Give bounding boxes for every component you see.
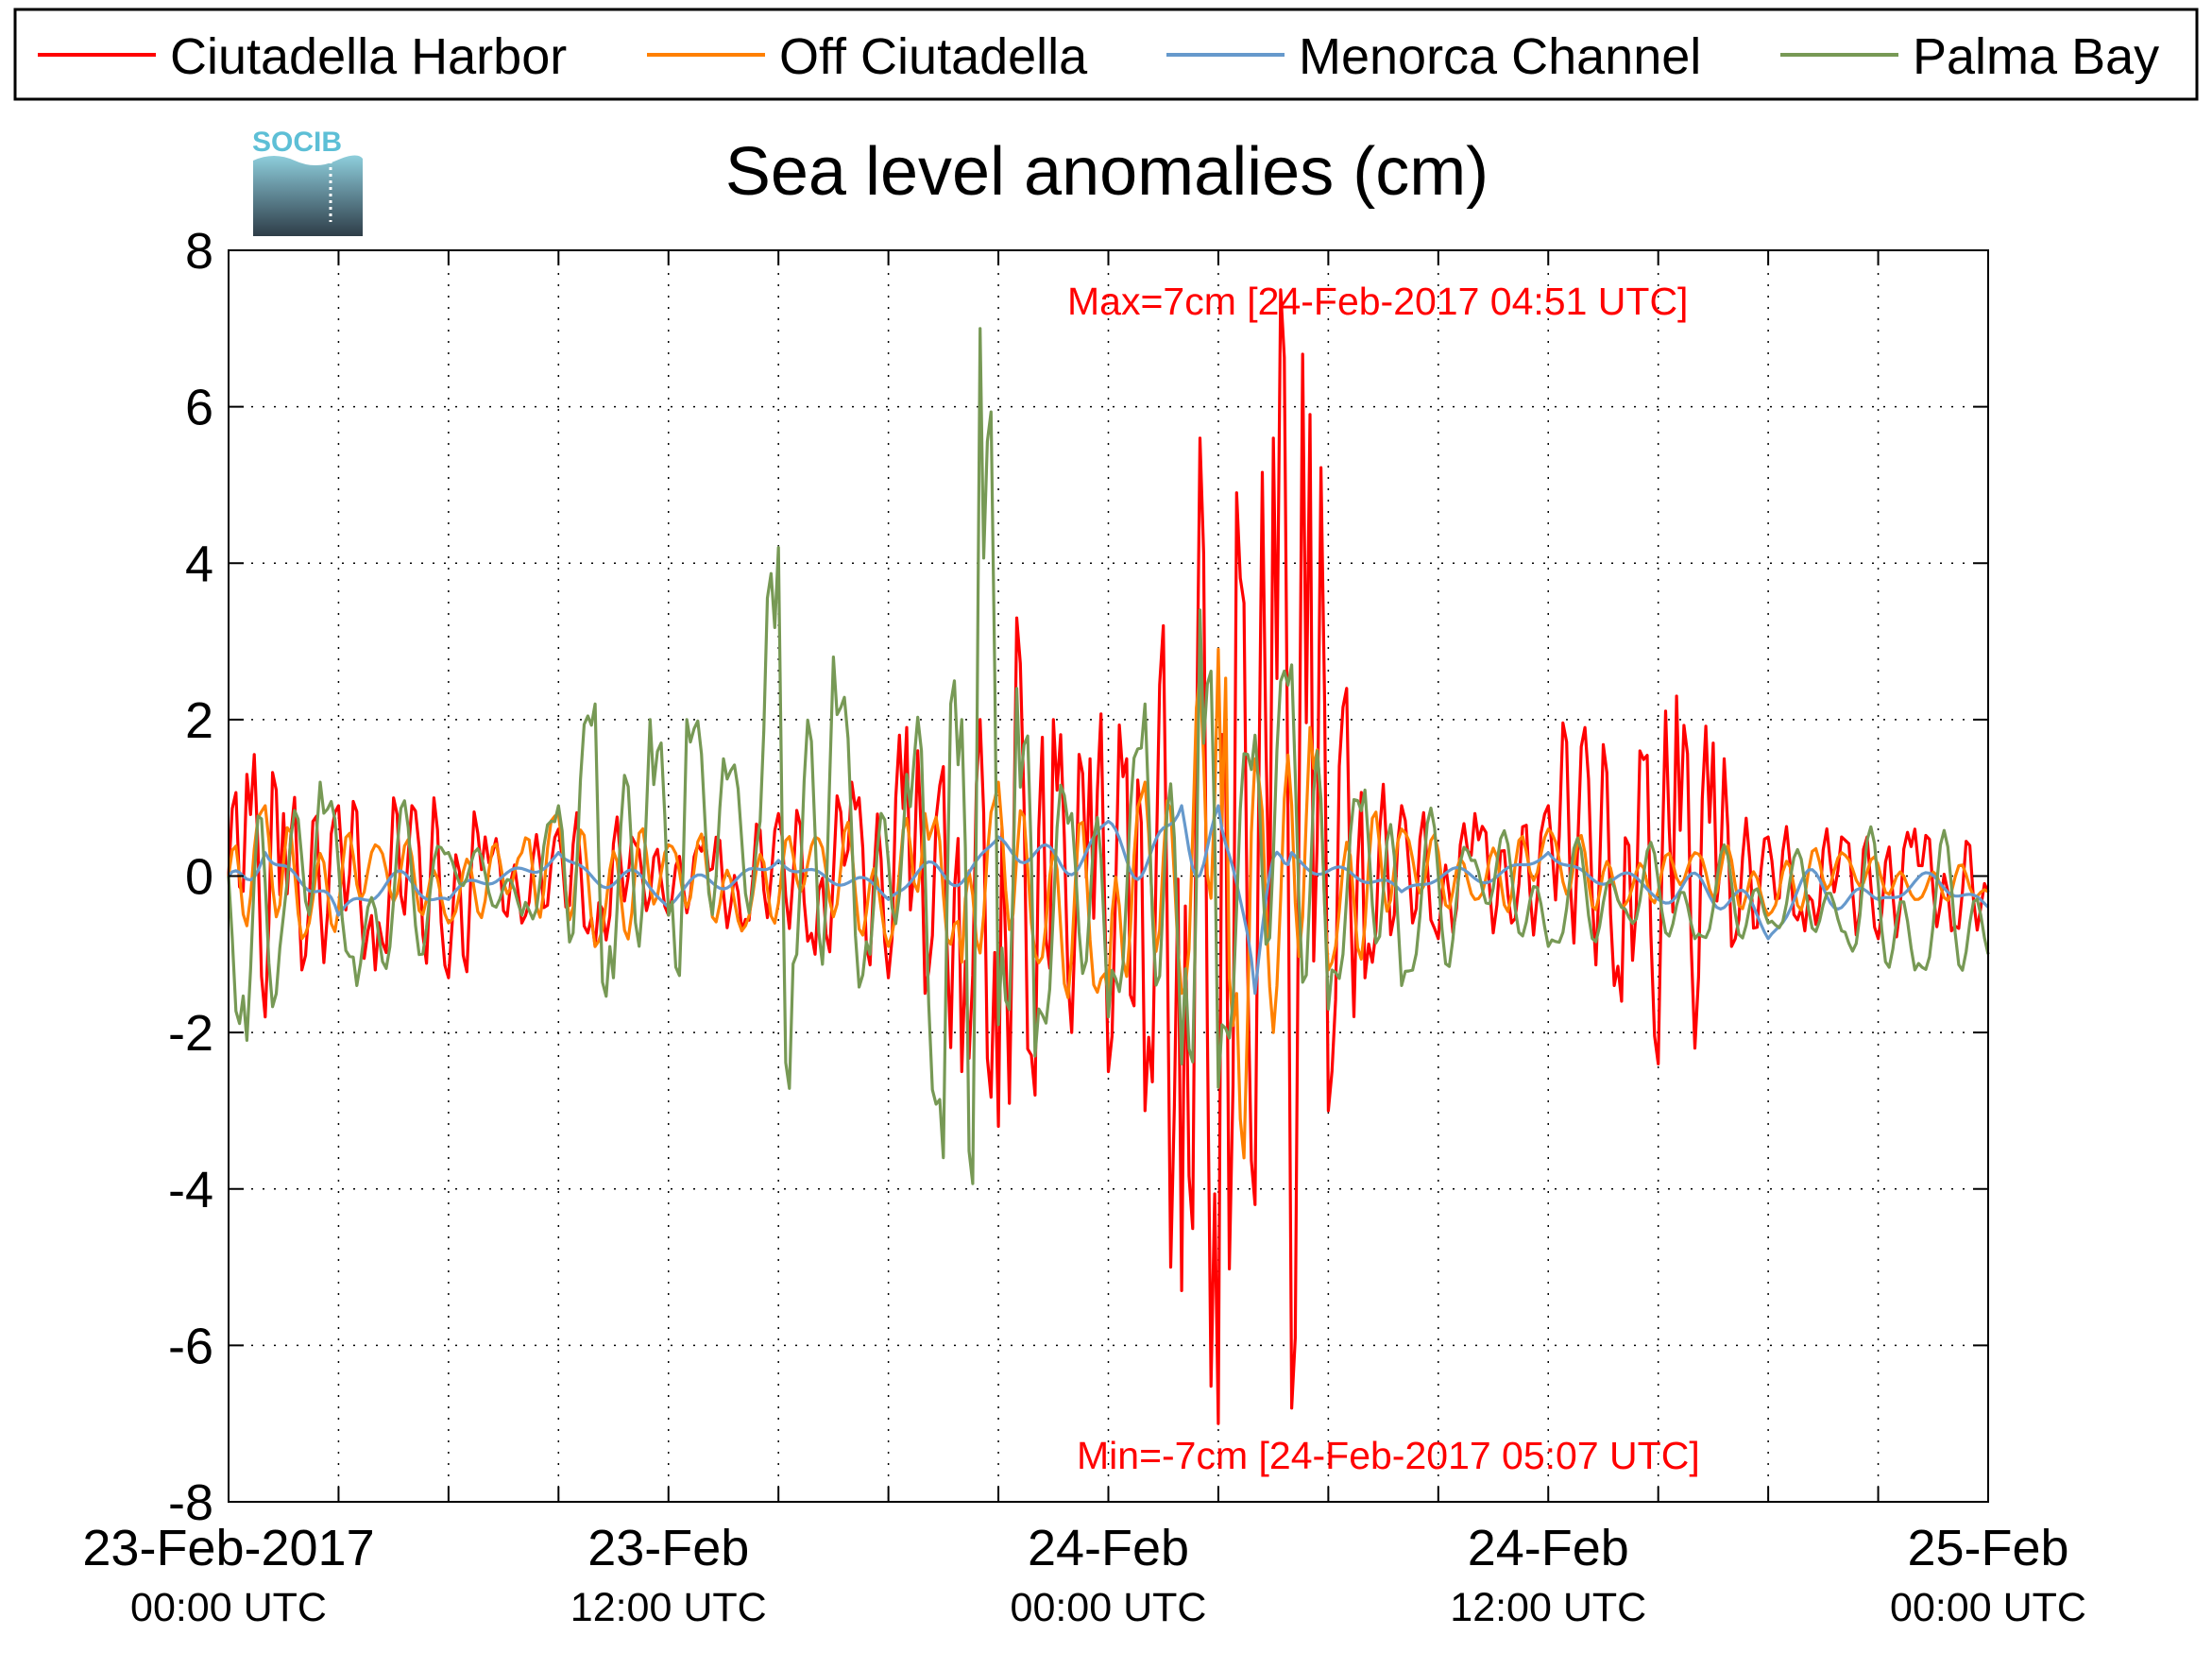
- series-line-menorca-channel: [227, 804, 1990, 996]
- logo-wave: [253, 155, 363, 236]
- x-tick-label-date: 24-Feb: [1468, 1520, 1629, 1576]
- legend: Ciutadella Harbor Off Ciutadella Menorca…: [13, 8, 2199, 101]
- x-tick-label-time: 00:00 UTC: [1011, 1585, 1207, 1630]
- legend-label-ciutadella-harbor: Ciutadella Harbor: [170, 28, 567, 85]
- chart-title: Sea level anomalies (cm): [725, 134, 1489, 210]
- x-tick-labels: 23-Feb-2017 00:00 UTC 23-Feb 12:00 UTC 24-Fe…: [82, 1520, 2086, 1630]
- plot-area: [229, 250, 1988, 1502]
- y-tick-label: 2: [185, 692, 213, 749]
- y-tick-label: 8: [185, 223, 213, 280]
- x-tick-label-time: 12:00 UTC: [570, 1585, 767, 1630]
- y-tick-labels: 8 6 4 2 0 -2 -4 -6 -8: [168, 223, 213, 1531]
- y-tick-label: -6: [168, 1318, 213, 1374]
- series-line-ciutadella-harbor: [227, 288, 1990, 1425]
- x-tick-label-time: 00:00 UTC: [1890, 1585, 2086, 1630]
- max-annotation: Max=7cm [24-Feb-2017 04:51 UTC]: [1067, 280, 1688, 323]
- y-tick-label: 4: [185, 536, 213, 592]
- x-tick-label-time: 00:00 UTC: [130, 1585, 327, 1630]
- y-tick-label: 6: [185, 380, 213, 436]
- x-tick-label-time: 12:00 UTC: [1450, 1585, 1646, 1630]
- x-tick-label-date: 25-Feb: [1907, 1520, 2068, 1576]
- logo-text: SOCIB: [252, 127, 342, 158]
- legend-label-menorca-channel: Menorca Channel: [1299, 28, 1701, 85]
- y-tick-label: -8: [168, 1474, 213, 1531]
- legend-label-palma-bay: Palma Bay: [1913, 28, 2159, 85]
- y-tick-label: -4: [168, 1162, 213, 1218]
- x-tick-label-date: 23-Feb-2017: [82, 1520, 374, 1576]
- y-tick-label: 0: [185, 849, 213, 906]
- series-line-palma-bay: [227, 327, 1990, 1185]
- socib-logo: SOCIB: [252, 127, 363, 236]
- y-tick-label: -2: [168, 1005, 213, 1062]
- ticks: [228, 249, 1989, 1503]
- series-layer: [227, 288, 1990, 1425]
- legend-label-off-ciutadella: Off Ciutadella: [779, 28, 1088, 85]
- x-tick-label-date: 23-Feb: [587, 1520, 749, 1576]
- min-annotation: Min=-7cm [24-Feb-2017 05:07 UTC]: [1077, 1434, 1700, 1477]
- x-tick-label-date: 24-Feb: [1028, 1520, 1189, 1576]
